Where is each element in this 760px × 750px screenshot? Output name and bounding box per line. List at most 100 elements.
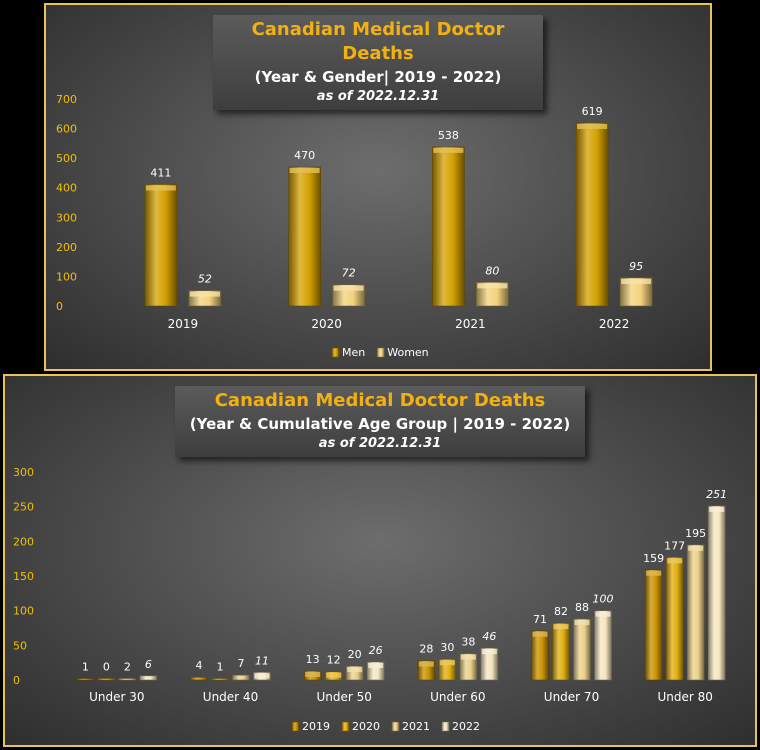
x-tick-label: 2020 (311, 317, 342, 331)
data-label: 4 (196, 659, 203, 672)
legend-swatch (376, 347, 385, 358)
data-label: 46 (482, 630, 496, 643)
data-label: 26 (369, 644, 383, 657)
y-tick-label: 200 (13, 535, 34, 548)
legend-swatch (291, 721, 300, 732)
gender-chart-note: as of 2022.12.31 (316, 89, 440, 104)
x-tick-label: 2021 (455, 317, 486, 331)
bar-2022-under-30 (139, 675, 158, 681)
data-label: 195 (685, 527, 706, 540)
bar-2021-under-30 (118, 678, 137, 681)
data-label: 30 (440, 641, 454, 654)
gender-chart-plot: 0 100 200 300 400 500 600 700 411 52 2019 470 72 2020… (56, 93, 653, 359)
y-tick-label: 600 (56, 123, 77, 136)
gender-chart-title-box: Canadian Medical Doctor Deaths (Year & G… (213, 15, 543, 110)
y-tick-label: 300 (56, 211, 77, 224)
y-tick-label: 400 (56, 182, 77, 195)
x-tick-label: Under 60 (430, 690, 485, 704)
data-label: 82 (554, 605, 568, 618)
data-label: 1 (82, 661, 89, 674)
legend-label: 2019 (302, 720, 330, 733)
bar-2020-under-30 (97, 678, 116, 681)
bar-men-2021 (432, 146, 465, 307)
bar-2019-under-70 (531, 630, 549, 681)
data-label: 100 (593, 593, 614, 606)
data-label: 0 (103, 661, 110, 674)
data-label: 7 (238, 657, 245, 670)
bar-2022-under-70 (594, 610, 612, 681)
y-tick-label: 50 (13, 639, 27, 652)
data-label: 2 (124, 661, 131, 674)
age-chart-panel: Canadian Medical Doctor Deaths (Year & C… (3, 374, 757, 747)
y-tick-label: 0 (56, 300, 63, 313)
bar-2020-under-40 (211, 678, 229, 681)
data-label: 38 (461, 636, 475, 649)
bar-2019-under-80 (644, 569, 663, 681)
data-label: 20 (348, 648, 362, 661)
gender-chart-title: Canadian Medical Doctor Deaths (251, 19, 505, 64)
data-label: 28 (419, 643, 433, 656)
legend-swatch (331, 347, 340, 358)
legend-label: 2020 (352, 720, 380, 733)
y-tick-label: 0 (13, 674, 20, 687)
bar-2019-under-40 (190, 676, 208, 681)
data-label: 52 (198, 273, 212, 286)
legend-swatch (391, 721, 400, 732)
data-label: 251 (706, 488, 727, 501)
legend-label: 2021 (402, 720, 430, 733)
bar-2019-under-30 (76, 678, 95, 681)
data-label: 411 (150, 166, 171, 179)
bar-men-2020 (288, 166, 321, 307)
bar-2020-under-80 (665, 556, 684, 681)
data-label: 619 (582, 105, 603, 118)
legend-swatch (341, 721, 350, 732)
x-tick-label: 2022 (599, 317, 630, 331)
y-tick-label: 300 (13, 466, 34, 479)
gender-chart-panel: Canadian Medical Doctor Deaths (Year & G… (44, 3, 712, 371)
x-tick-label: Under 30 (89, 690, 144, 704)
data-label: 177 (664, 539, 685, 552)
data-label: 1 (217, 661, 224, 674)
y-tick-label: 100 (13, 605, 34, 618)
bar-2022-under-80 (707, 505, 726, 681)
data-label: 80 (485, 264, 499, 277)
x-tick-label: Under 70 (544, 690, 599, 704)
data-label: 6 (145, 658, 152, 671)
data-label: 159 (643, 552, 664, 565)
data-label: 88 (575, 601, 589, 614)
y-tick-label: 150 (13, 570, 34, 583)
age-chart-title-box: Canadian Medical Doctor Deaths (Year & C… (175, 386, 585, 457)
legend-swatch (441, 721, 450, 732)
bar-men-2019 (144, 184, 178, 307)
bar-2021-under-70 (573, 618, 591, 681)
data-label: 12 (327, 654, 341, 667)
bar-2021-under-80 (686, 544, 705, 681)
legend-label: Women (387, 346, 428, 359)
age-chart-subtitle: (Year & Cumulative Age Group | 2019 - 20… (189, 415, 571, 433)
y-tick-label: 200 (56, 241, 77, 254)
gender-chart-subtitle: (Year & Gender| 2019 - 2022) (254, 68, 502, 86)
age-chart-title: Canadian Medical Doctor Deaths (214, 390, 546, 411)
x-tick-label: Under 80 (657, 690, 712, 704)
bar-2021-under-40 (232, 674, 250, 681)
data-label: 470 (294, 149, 315, 162)
data-label: 95 (629, 260, 643, 273)
x-tick-label: Under 40 (203, 690, 258, 704)
legend-label: 2022 (452, 720, 480, 733)
y-tick-label: 100 (56, 270, 77, 283)
y-tick-label: 700 (56, 93, 77, 106)
legend-label: Men (342, 346, 365, 359)
age-chart-note: as of 2022.12.31 (318, 436, 442, 451)
y-tick-label: 250 (13, 501, 34, 514)
data-label: 71 (533, 613, 547, 626)
y-tick-label: 500 (56, 152, 77, 165)
x-tick-label: Under 50 (316, 690, 371, 704)
bar-2022-under-60 (480, 647, 499, 681)
data-label: 72 (342, 267, 356, 280)
data-label: 11 (255, 654, 269, 667)
data-label: 538 (438, 129, 459, 142)
data-label: 13 (306, 653, 320, 666)
x-tick-label: 2019 (168, 317, 199, 331)
bar-2021-under-60 (459, 653, 478, 681)
